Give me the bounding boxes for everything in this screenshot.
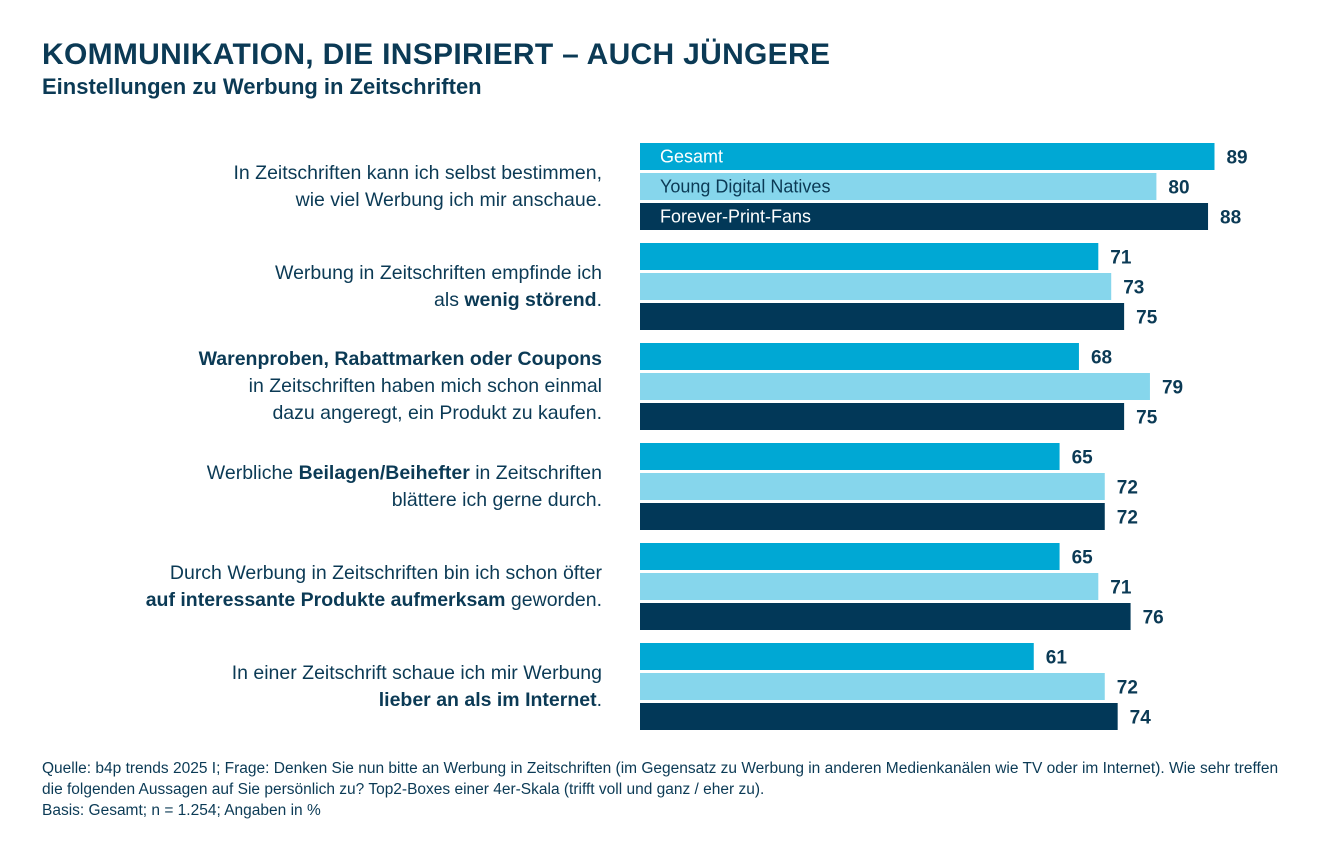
statement-emphasis: Warenproben, Rabattmarken oder Coupons xyxy=(198,348,602,370)
data-label-5-series-3: 76 xyxy=(1143,608,1164,629)
bar-6-series-3 xyxy=(640,703,1118,730)
bar-3-series-1 xyxy=(640,343,1079,370)
statement-text: dazu angeregt, ein Produkt zu kaufen. xyxy=(272,402,602,424)
bar-1-series-2 xyxy=(640,173,1157,200)
statement-text: Werbliche xyxy=(206,461,299,484)
bar-4-series-2 xyxy=(640,473,1105,500)
statement-text: In Zeitschriften kann ich selbst bestimm… xyxy=(233,161,603,184)
statement-emphasis: Beilagen/Beihefter xyxy=(298,461,470,484)
bar-5-series-3 xyxy=(640,603,1131,630)
bar-4-series-3 xyxy=(640,503,1105,530)
data-label-6-series-2: 72 xyxy=(1117,678,1138,699)
footnote-basis: Basis: Gesamt; n = 1.254; Angaben in % xyxy=(42,802,321,819)
legend-label-series-1: Gesamt xyxy=(660,147,723,167)
bar-5-series-2 xyxy=(640,573,1099,600)
bar-group-4: 65 72 72 xyxy=(640,443,1138,530)
data-label-3-series-1: 68 xyxy=(1091,348,1112,369)
statement-line: lieber an als im Internet. xyxy=(42,687,602,714)
legend-label-series-2: Young Digital Natives xyxy=(660,177,830,197)
data-label-2-series-2: 73 xyxy=(1123,278,1144,299)
legend-label-series-3: Forever-Print-Fans xyxy=(660,207,811,227)
statement-text: blättere ich gerne durch. xyxy=(391,488,602,511)
statement-text: in Zeitschriften haben mich schon einmal xyxy=(248,375,602,397)
statement-text: wie viel Werbung ich mir anschaue. xyxy=(295,188,602,211)
bar-3-series-3 xyxy=(640,403,1125,430)
statement-text: . xyxy=(596,688,602,711)
data-label-2-series-3: 75 xyxy=(1136,308,1158,329)
bar-3-series-2 xyxy=(640,373,1150,400)
bar-2-series-3 xyxy=(640,303,1125,330)
statement-emphasis: lieber an als im Internet xyxy=(378,688,597,711)
data-label-6-series-3: 74 xyxy=(1130,708,1152,729)
statement-line: Werbung in Zeitschriften empfinde ich xyxy=(42,260,602,287)
data-label-6-series-1: 61 xyxy=(1046,648,1068,669)
bar-6-series-2 xyxy=(640,673,1105,700)
statement-label-6: In einer Zeitschrift schaue ich mir Werb… xyxy=(42,660,602,714)
bar-2-series-2 xyxy=(640,273,1112,300)
statement-label-2: Werbung in Zeitschriften empfinde ich als… xyxy=(42,260,602,314)
data-label-1-series-2: 80 xyxy=(1168,178,1189,199)
statement-line: dazu angeregt, ein Produkt zu kaufen. xyxy=(42,400,602,427)
statement-text: Durch Werbung in Zeitschriften bin ich s… xyxy=(169,561,602,584)
chart-subtitle: Einstellungen zu Werbung in Zeitschrifte… xyxy=(42,74,482,99)
statement-line: In einer Zeitschrift schaue ich mir Werb… xyxy=(42,660,602,687)
footnote: Quelle: b4p trends 2025 I; Frage: Denken… xyxy=(42,758,1292,821)
statement-line: In Zeitschriften kann ich selbst bestimm… xyxy=(42,160,603,187)
bar-group-1: 89 Gesamt 80 Young Digital Natives 88 Forever… xyxy=(640,143,1248,230)
data-label-3-series-3: 75 xyxy=(1136,408,1158,429)
statement-text: Werbung in Zeitschriften empfinde ich xyxy=(275,261,602,284)
statement-emphasis: auf interessante Produkte aufmerksam xyxy=(145,588,506,611)
data-label-1-series-1: 89 xyxy=(1226,148,1247,169)
statement-line: blättere ich gerne durch. xyxy=(42,487,602,514)
data-label-5-series-1: 65 xyxy=(1072,548,1094,569)
statement-label-4: Werbliche Beilagen/Beihefter in Zeitschr… xyxy=(42,460,602,514)
data-label-4-series-3: 72 xyxy=(1117,508,1138,529)
data-label-4-series-1: 65 xyxy=(1072,448,1094,469)
data-label-5-series-2: 71 xyxy=(1110,578,1132,599)
statement-line: als wenig störend. xyxy=(42,287,602,314)
statement-line: Durch Werbung in Zeitschriften bin ich s… xyxy=(42,560,602,587)
statement-line: Werbliche Beilagen/Beihefter in Zeitschr… xyxy=(42,460,602,487)
statement-line: in Zeitschriften haben mich schon einmal xyxy=(42,373,602,400)
statement-label-5: Durch Werbung in Zeitschriften bin ich s… xyxy=(42,560,602,614)
statement-label-1: In Zeitschriften kann ich selbst bestimm… xyxy=(42,160,603,214)
statement-text: als xyxy=(434,288,465,311)
data-label-2-series-1: 71 xyxy=(1110,248,1132,269)
bar-group-5: 65 71 76 xyxy=(640,543,1164,630)
data-label-3-series-2: 79 xyxy=(1162,378,1183,399)
statement-line: wie viel Werbung ich mir anschaue. xyxy=(42,187,602,214)
bar-6-series-1 xyxy=(640,643,1034,670)
statement-text: . xyxy=(596,288,602,311)
footnote-source: Quelle: b4p trends 2025 I; Frage: Denken… xyxy=(42,760,1279,798)
bar-group-2: 71 73 75 xyxy=(640,243,1158,330)
statement-text: In einer Zeitschrift schaue ich mir Werb… xyxy=(231,661,602,684)
chart-title: KOMMUNIKATION, DIE INSPIRIERT – AUCH JÜN… xyxy=(42,38,831,71)
data-label-1-series-3: 88 xyxy=(1220,208,1241,229)
bar-1-series-3 xyxy=(640,203,1209,230)
statement-emphasis: wenig störend xyxy=(464,288,597,311)
bar-chart: 89 Gesamt 80 Young Digital Natives 88 Forever… xyxy=(640,143,1248,730)
statement-label-3: Warenproben, Rabattmarken oder Coupons in… xyxy=(42,346,602,427)
statement-line: Warenproben, Rabattmarken oder Coupons xyxy=(42,346,602,373)
bar-2-series-1 xyxy=(640,243,1099,270)
bar-group-6: 61 72 74 xyxy=(640,643,1151,730)
data-label-4-series-2: 72 xyxy=(1117,478,1138,499)
statement-text: geworden. xyxy=(505,588,602,611)
statement-line: auf interessante Produkte aufmerksam gew… xyxy=(42,587,602,614)
statement-text: in Zeitschriften xyxy=(469,461,602,484)
bar-5-series-1 xyxy=(640,543,1060,570)
bar-1-series-1 xyxy=(640,143,1215,170)
bar-4-series-1 xyxy=(640,443,1060,470)
